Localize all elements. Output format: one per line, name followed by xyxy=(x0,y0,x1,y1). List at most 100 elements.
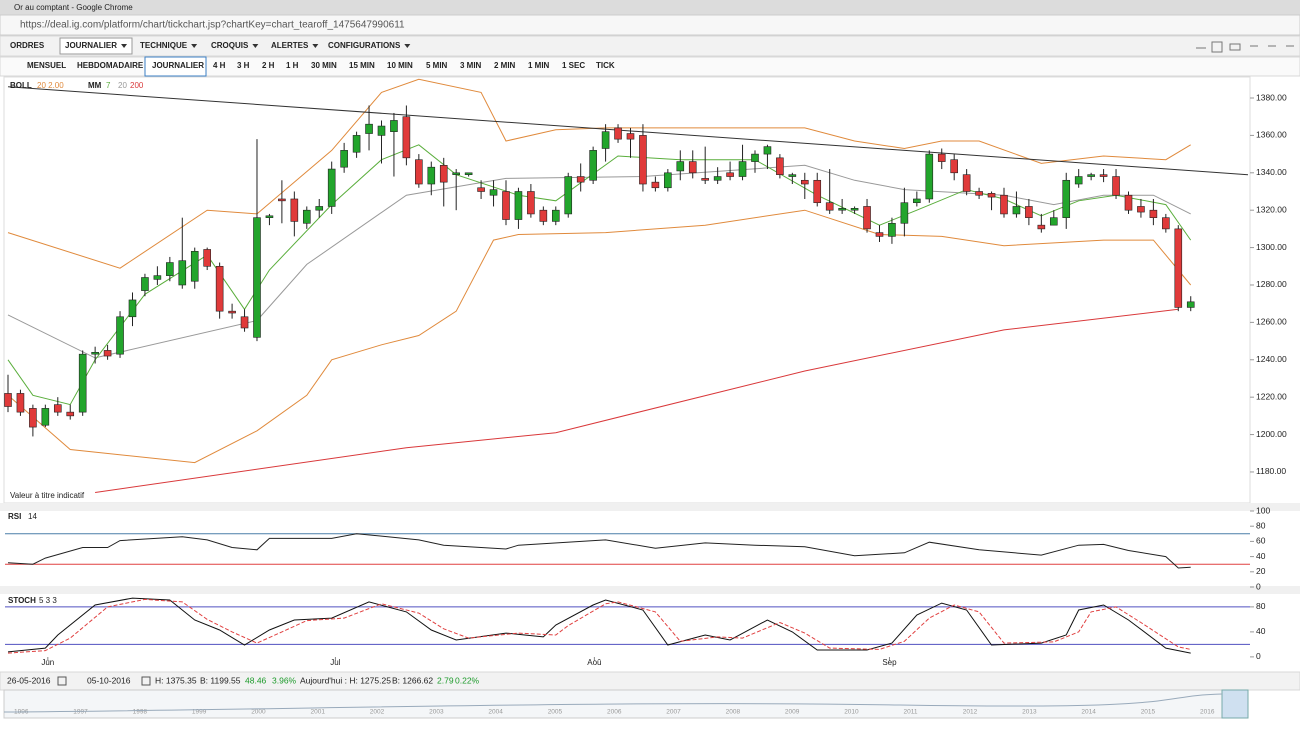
candle-body xyxy=(415,159,423,185)
menu-item[interactable]: JOURNALIER xyxy=(65,41,117,50)
dropdown-arrow xyxy=(404,44,411,48)
toolbar xyxy=(0,35,1300,57)
y-tick-label: 1260.00 xyxy=(1256,317,1287,327)
candle-body xyxy=(888,222,896,237)
candle-body xyxy=(103,350,112,357)
menu-item[interactable]: TECHNIQUE xyxy=(140,41,188,50)
navigator-year: 2007 xyxy=(666,709,681,716)
y-tick-label: 1240.00 xyxy=(1256,354,1287,364)
indicator-line xyxy=(7,598,1191,654)
candle-body xyxy=(825,202,834,211)
candle-body xyxy=(29,408,37,428)
y-tick-label: 1380.00 xyxy=(1256,92,1287,102)
candle-body xyxy=(925,153,934,200)
candle-body xyxy=(738,161,747,177)
candle-body xyxy=(875,232,884,237)
candle-body xyxy=(464,172,473,175)
timeframe[interactable]: 4 H xyxy=(213,61,226,70)
address-bar xyxy=(0,14,1300,36)
candle-body xyxy=(502,191,510,220)
indicator-label: STOCH xyxy=(8,596,36,605)
candle-body xyxy=(1025,206,1033,218)
candle-body xyxy=(1074,176,1083,185)
dropdown-arrow xyxy=(252,44,259,48)
candle-body xyxy=(788,174,797,177)
candle-body xyxy=(253,217,261,338)
y-tick-label: 1360.00 xyxy=(1256,130,1287,140)
menu-item[interactable]: ALERTES xyxy=(271,41,309,50)
month-label: Jun xyxy=(41,658,54,667)
dropdown-arrow xyxy=(191,44,198,48)
navigator-year: 1999 xyxy=(192,709,207,716)
timeframe[interactable]: 1 MIN xyxy=(528,61,550,70)
navigator-year: 2003 xyxy=(429,709,444,716)
timeframe[interactable]: TICK xyxy=(596,61,615,70)
navigator-profile xyxy=(3,693,1223,713)
candle-body xyxy=(53,404,62,413)
y-tick-label: 1320.00 xyxy=(1256,204,1287,214)
menu-item[interactable]: CROQUIS xyxy=(211,41,249,50)
window-title: Or au comptant - Google Chrome xyxy=(14,3,133,12)
candle-body xyxy=(141,277,149,291)
timeframe[interactable]: 2 H xyxy=(262,61,275,70)
candle-body xyxy=(776,157,784,175)
timeframe[interactable]: 3 MIN xyxy=(460,61,482,70)
timeframe[interactable]: 30 MIN xyxy=(311,61,337,70)
calendar-icon[interactable] xyxy=(57,676,67,686)
candle-body xyxy=(527,191,535,215)
candle-body xyxy=(78,353,87,413)
timeframe[interactable]: 3 H xyxy=(237,61,250,70)
candle-body xyxy=(751,153,759,162)
candle-body xyxy=(240,316,249,329)
tool-icon[interactable] xyxy=(1229,43,1241,51)
candle-body xyxy=(66,411,75,417)
candle-body xyxy=(838,208,846,211)
candle-body xyxy=(489,189,498,196)
candle-body xyxy=(589,150,597,181)
candle-body xyxy=(1186,301,1195,308)
candle-body xyxy=(639,135,647,185)
candle-body xyxy=(1099,174,1108,177)
candle-body xyxy=(377,125,386,136)
menu-item[interactable]: CONFIGURATIONS xyxy=(328,41,401,50)
active-timeframe[interactable] xyxy=(144,56,207,77)
legend-params: 200 xyxy=(130,81,144,90)
timeframe[interactable]: 1 H xyxy=(286,61,299,70)
candle-body xyxy=(327,168,336,207)
url[interactable]: https://deal.ig.com/platform/chart/tickc… xyxy=(20,20,405,31)
candle-body xyxy=(215,265,224,312)
timeframe[interactable]: JOURNALIER xyxy=(152,61,204,70)
timeframe[interactable]: 5 MIN xyxy=(426,61,448,70)
candle-body xyxy=(452,172,460,175)
candle-body xyxy=(850,208,859,211)
timeframe[interactable]: 15 MIN xyxy=(349,61,375,70)
candle-body xyxy=(1000,194,1008,215)
timeframe[interactable]: 2 MIN xyxy=(494,61,516,70)
candle-body xyxy=(800,179,809,185)
candle-body xyxy=(439,165,448,183)
timeframe-bar xyxy=(0,56,1300,77)
tool-icon[interactable] xyxy=(1211,41,1223,53)
candle-body xyxy=(153,275,162,280)
candle-body xyxy=(290,198,299,222)
candle-body xyxy=(813,179,822,204)
candle-body xyxy=(91,351,99,355)
month-label: Aoû xyxy=(587,658,601,667)
candle-body xyxy=(514,191,523,220)
y-tick-label: 1280.00 xyxy=(1256,279,1287,289)
timeframe[interactable]: MENSUEL xyxy=(27,61,66,70)
menu-item[interactable]: ORDRES xyxy=(10,41,45,50)
timeframe[interactable]: 1 SEC xyxy=(562,61,585,70)
timeframe[interactable]: HEBDOMADAIRE xyxy=(77,61,144,70)
candle-body xyxy=(1162,217,1170,230)
navigator-window[interactable] xyxy=(1221,689,1249,719)
calendar-icon[interactable] xyxy=(141,676,151,686)
navigator-year: 2015 xyxy=(1141,709,1156,716)
indicator-line xyxy=(7,164,1191,359)
status-today-pct: 0.22% xyxy=(455,675,480,685)
active-menu[interactable] xyxy=(59,37,133,55)
timeframe[interactable]: 10 MIN xyxy=(387,61,413,70)
status-change: 48.46 xyxy=(245,675,267,685)
navigator-year: 1997 xyxy=(73,709,88,716)
